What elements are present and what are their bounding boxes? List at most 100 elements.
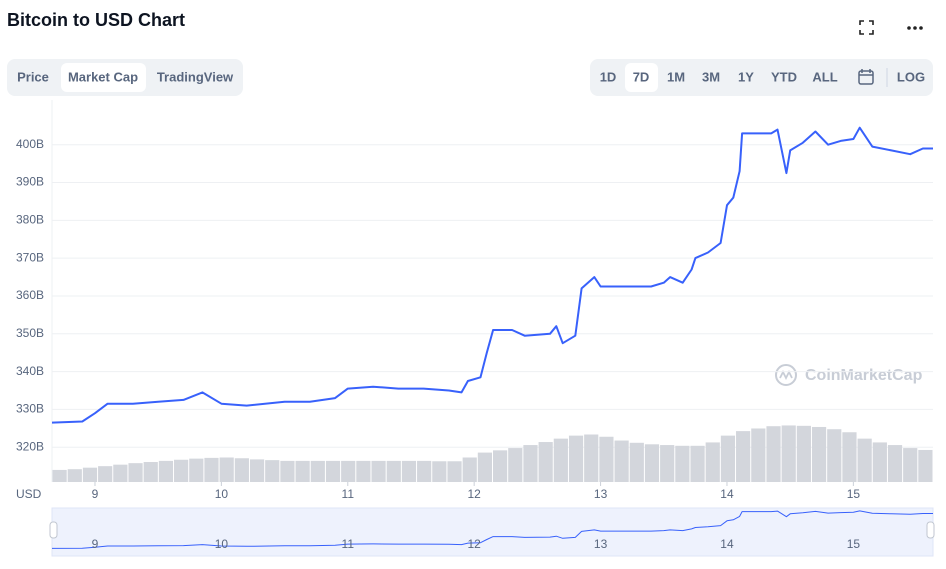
watermark: CoinMarketCap xyxy=(775,364,923,386)
volume-bar xyxy=(82,467,98,482)
navigator-tick-label: 13 xyxy=(594,537,608,551)
tab[interactable]: Price xyxy=(17,69,49,84)
volume-bar xyxy=(325,460,341,482)
volume-bar xyxy=(249,459,265,482)
navigator[interactable] xyxy=(51,507,934,557)
volume-bar xyxy=(143,462,158,482)
volume-bar xyxy=(158,460,174,482)
y-tick-label: 370B xyxy=(16,250,44,264)
calendar-icon[interactable] xyxy=(858,69,874,85)
volume-bar xyxy=(204,457,219,482)
volume-bar xyxy=(796,425,811,482)
volume-bar xyxy=(675,445,690,482)
volume-bar xyxy=(371,460,386,482)
volume-bar xyxy=(98,466,113,482)
volume-bar xyxy=(234,458,249,482)
volume-bar xyxy=(553,438,568,482)
x-tick-label: 13 xyxy=(594,487,608,501)
x-tick-label: 11 xyxy=(342,487,355,501)
tab[interactable]: TradingView xyxy=(157,69,234,84)
volume-bar xyxy=(67,469,82,482)
navigator-tick-label: 9 xyxy=(92,537,99,551)
volume-bar xyxy=(219,457,234,482)
volume-bar xyxy=(918,449,933,482)
volume-bar xyxy=(720,435,736,482)
volume-bar xyxy=(265,460,280,482)
volume-bar xyxy=(568,435,584,482)
volume-bar xyxy=(599,436,614,482)
log-button[interactable]: LOG xyxy=(897,69,925,84)
navigator-tick-label: 12 xyxy=(467,537,481,551)
range-button[interactable]: 3M xyxy=(702,69,720,84)
navigator-handle[interactable] xyxy=(926,521,935,539)
y-tick-label: 400B xyxy=(16,137,44,151)
volume-bar xyxy=(614,440,629,482)
range-button[interactable]: 7D xyxy=(633,69,650,84)
volume-bar xyxy=(417,460,432,482)
volume-bar xyxy=(295,460,310,482)
volume-bar xyxy=(189,458,204,482)
volume-bar xyxy=(356,460,371,482)
volume-bar xyxy=(508,448,523,482)
volume-bar xyxy=(872,442,887,482)
volume-bar xyxy=(690,445,705,482)
fullscreen-icon[interactable] xyxy=(859,20,874,35)
y-tick-label: 380B xyxy=(16,213,44,227)
y-tick-label: 330B xyxy=(16,402,44,416)
volume-bar xyxy=(493,450,508,482)
x-tick-label: 12 xyxy=(467,487,481,501)
volume-bar xyxy=(447,461,462,482)
volume-bar xyxy=(401,460,417,482)
x-tick-label: 15 xyxy=(847,487,861,501)
volume-bar xyxy=(887,445,903,482)
volume-bar xyxy=(842,432,857,482)
y-tick-label: 350B xyxy=(16,326,44,340)
volume-bar xyxy=(781,425,796,482)
price-line xyxy=(51,126,933,424)
y-tick-label: 320B xyxy=(16,439,44,453)
volume-bar xyxy=(523,445,538,482)
volume-bar xyxy=(432,461,447,482)
navigator-tick-label: 14 xyxy=(720,537,734,551)
range-active-bg xyxy=(625,63,658,92)
volume-bar xyxy=(903,448,918,482)
volume-bar xyxy=(462,457,477,482)
range-group xyxy=(590,59,933,96)
y-tick-label: 390B xyxy=(16,175,44,189)
watermark-text: CoinMarketCap xyxy=(805,367,923,384)
tab-active-bg xyxy=(61,63,146,92)
currency-label: USD xyxy=(16,487,42,501)
volume-bar xyxy=(477,452,492,482)
volume-bar xyxy=(310,460,325,482)
navigator-tick-label: 15 xyxy=(847,537,861,551)
volume-bar xyxy=(341,460,356,482)
volume-bar xyxy=(736,431,751,482)
volume-bar xyxy=(629,442,644,482)
volume-bar xyxy=(766,426,781,482)
more-icon[interactable] xyxy=(907,26,923,30)
navigator-tick-label: 10 xyxy=(215,537,229,551)
volume-bar xyxy=(644,444,660,482)
volume-bar xyxy=(811,426,827,482)
range-button[interactable]: 1D xyxy=(600,69,617,84)
range-button[interactable]: 1Y xyxy=(738,69,754,84)
y-tick-label: 360B xyxy=(16,288,44,302)
navigator-tick-label: 11 xyxy=(342,537,355,551)
range-button[interactable]: ALL xyxy=(812,69,837,84)
navigator-line xyxy=(51,510,933,549)
volume-bar xyxy=(280,460,295,482)
tab[interactable]: Market Cap xyxy=(68,69,138,84)
navigator-handle[interactable] xyxy=(49,521,58,539)
chart-title: Bitcoin to USD Chart xyxy=(7,10,185,30)
x-tick-label: 14 xyxy=(720,487,734,501)
volume-bar xyxy=(857,438,872,482)
volume-bar xyxy=(52,469,67,482)
volume-bar xyxy=(386,460,401,482)
x-tick-label: 9 xyxy=(92,487,99,501)
range-button[interactable]: YTD xyxy=(771,69,797,84)
volume-bar xyxy=(705,442,720,482)
x-tick-label: 10 xyxy=(215,487,229,501)
range-button[interactable]: 1M xyxy=(667,69,685,84)
volume-bar xyxy=(538,442,553,482)
